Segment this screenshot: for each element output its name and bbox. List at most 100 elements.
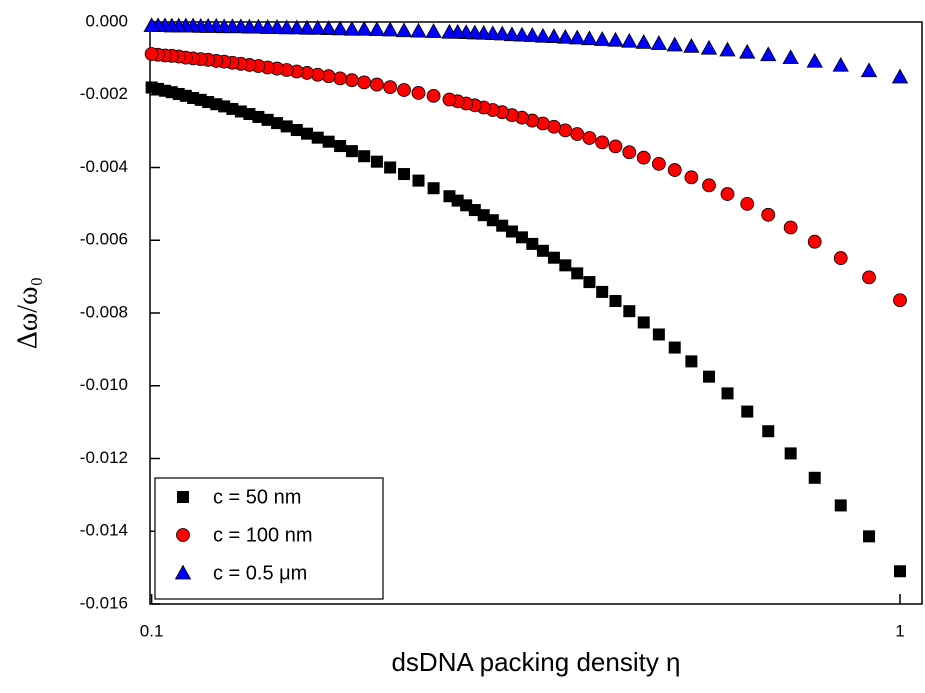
marker-triangle [298,19,316,35]
marker-triangle [683,38,700,53]
marker-square [808,471,821,484]
marker-triangle [143,17,160,33]
marker-triangle [739,43,756,59]
marker-square [252,110,265,123]
marker-square [668,341,681,354]
x-tick-label: 1 [895,621,904,640]
marker-triangle [557,28,574,44]
marker-triangle [806,52,823,68]
marker-square [322,135,335,148]
marker-circle [558,123,573,138]
marker-triangle [441,23,458,39]
y-tick-label: -0.004 [80,157,128,176]
marker-triangle [534,27,552,43]
marker-square [685,355,698,368]
marker-square [177,491,189,503]
marker-square [271,117,284,130]
marker-square [526,237,539,250]
marker-square [652,328,665,341]
marker-square [863,530,876,543]
marker-square [547,251,560,264]
marker-square [427,182,440,195]
marker-square [398,168,411,181]
marker-square [496,219,509,232]
marker-square [505,225,518,238]
marker-circle [345,73,359,88]
marker-circle [651,156,666,171]
marker-square [443,190,456,203]
marker-triangle [607,31,624,47]
marker-square [609,294,622,307]
marker-circle [442,92,457,107]
marker-square [334,140,347,153]
y-tick-label: -0.016 [80,593,128,612]
marker-circle [684,170,699,185]
marker-triangle [650,35,668,50]
marker-triangle [569,29,586,45]
marker-triangle [581,30,598,46]
y-tick-label: -0.014 [80,521,128,540]
marker-square [721,387,734,400]
y-tick-label: -0.010 [80,375,128,394]
marker-square [559,259,572,272]
marker-circle [833,251,848,265]
marker-circle [383,80,398,95]
marker-triangle [832,56,849,72]
marker-circle [595,135,610,150]
marker-triangle [343,20,361,36]
marker-square [515,231,528,244]
marker-circle [608,139,623,154]
marker-circle [702,178,716,193]
marker-triangle [524,27,541,42]
marker-circle [570,127,585,141]
legend-label: c = 0.5 μm [213,562,307,584]
marker-square [596,285,609,298]
marker-triangle [395,22,413,38]
marker-square [741,405,754,418]
marker-square [384,161,397,174]
marker-triangle [860,62,878,78]
marker-circle [176,528,190,542]
marker-circle [862,270,876,285]
marker-triangle [381,21,399,37]
marker-triangle [425,23,442,38]
marker-circle [582,131,597,145]
legend-label: c = 100 nm [213,524,313,546]
marker-square [762,425,775,438]
y-axis-title: Δω/ω₀ [12,277,43,349]
marker-square [583,276,596,289]
marker-triangle [174,564,192,580]
marker-square [623,305,636,318]
marker-triangle [621,32,638,48]
marker-triangle [891,68,909,84]
marker-square [486,214,499,227]
marker-triangle [719,41,736,57]
marker-square [571,267,584,280]
marker-triangle [782,49,799,65]
marker-square [637,316,650,329]
marker-circle [667,163,682,177]
marker-square [301,127,314,140]
marker-circle [397,83,411,97]
marker-circle [636,150,651,165]
marker-triangle [594,31,611,46]
marker-circle [370,77,384,92]
marker-triangle [288,19,305,35]
marker-triangle [700,39,718,55]
marker-circle [357,75,372,90]
marker-square [290,124,303,137]
marker-circle [411,86,426,100]
legend-label: c = 50 nm [213,486,301,508]
marker-triangle [309,19,326,35]
y-tick-label: -0.006 [80,230,128,249]
marker-triangle [635,34,652,49]
marker-circle [783,220,798,235]
marker-circle [622,145,637,160]
marker-square [261,113,274,126]
y-tick-label: 0.000 [85,11,128,30]
marker-square [834,499,847,512]
marker-square [784,447,797,460]
x-axis-title: dsDNA packing density η [391,647,680,677]
marker-circle [144,47,159,61]
